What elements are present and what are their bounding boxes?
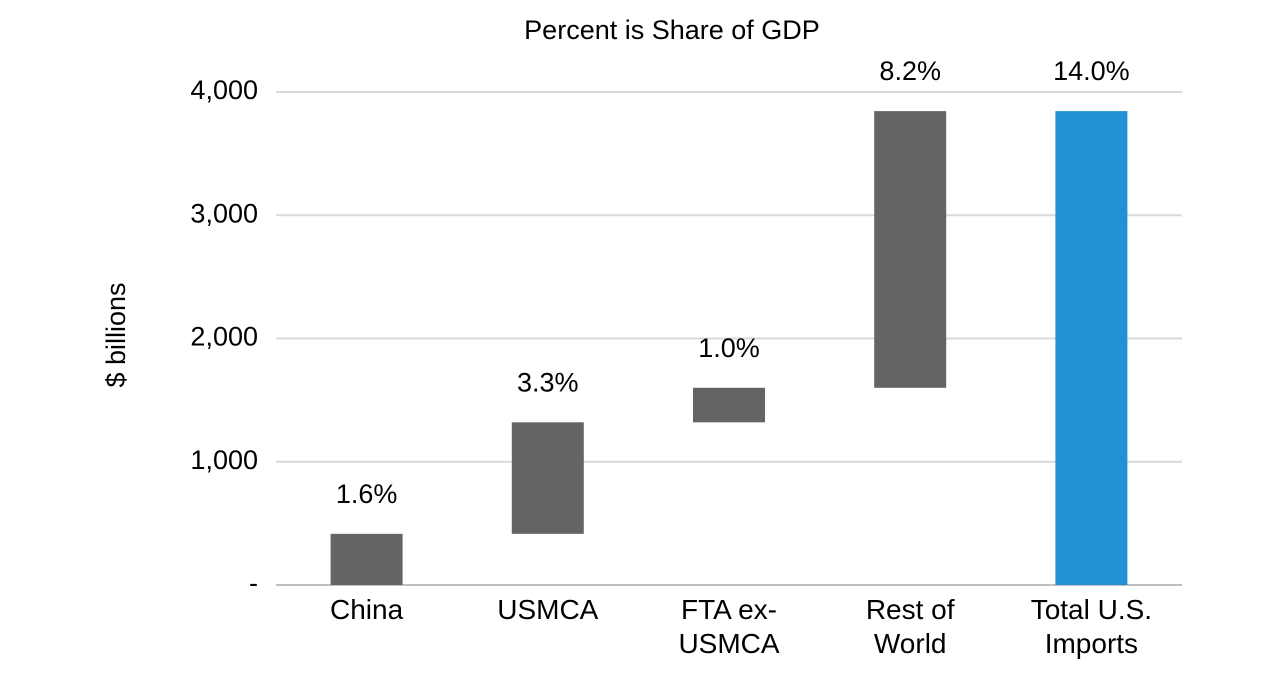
y-tick-label: 4,000 bbox=[190, 75, 258, 105]
data-label: 3.3% bbox=[517, 367, 579, 397]
y-tick-label: - bbox=[249, 568, 258, 598]
data-label: 1.6% bbox=[336, 479, 398, 509]
bar bbox=[874, 111, 947, 388]
bar bbox=[1055, 111, 1128, 585]
data-label: 8.2% bbox=[879, 56, 941, 86]
x-tick-label: Total U.S. Imports bbox=[1030, 594, 1153, 659]
y-tick-label: 3,000 bbox=[190, 198, 258, 228]
bar bbox=[511, 422, 584, 534]
x-tick-label: FTA ex-USMCA bbox=[678, 594, 780, 659]
chart-title: Percent is Share of GDP bbox=[524, 15, 820, 45]
x-tick-label: China bbox=[330, 594, 404, 625]
data-label: 14.0% bbox=[1053, 56, 1130, 86]
y-tick-label: 1,000 bbox=[190, 445, 258, 475]
x-tick-label: Rest of World bbox=[865, 594, 955, 659]
data-label: 1.0% bbox=[698, 333, 760, 363]
y-axis-label: $ billions bbox=[101, 282, 131, 387]
bar bbox=[330, 533, 403, 585]
y-tick-label: 2,000 bbox=[190, 322, 258, 352]
bar bbox=[693, 387, 765, 423]
x-tick-label: USMCA bbox=[497, 594, 599, 625]
